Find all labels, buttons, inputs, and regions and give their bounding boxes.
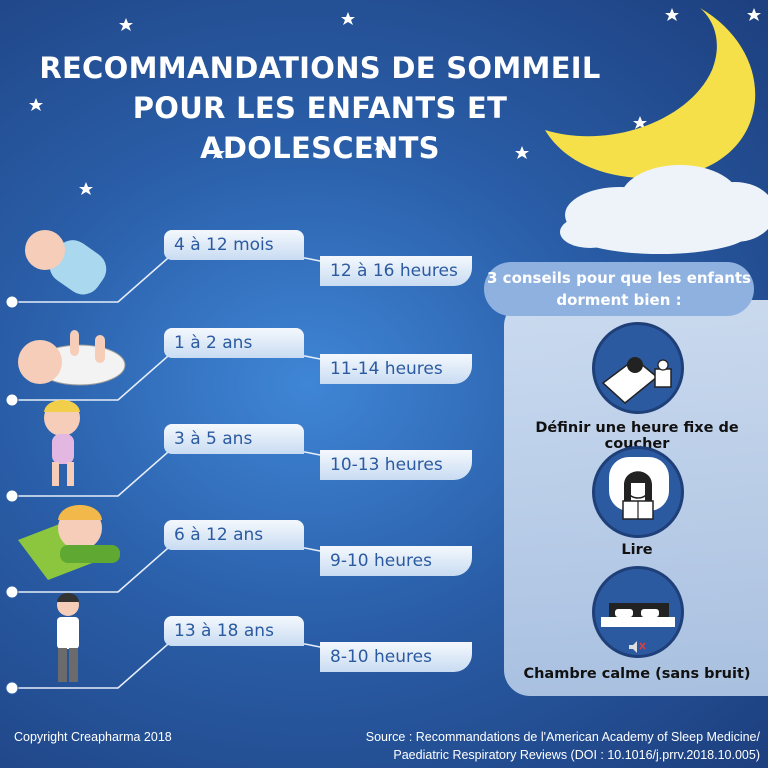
timeline-dot <box>5 681 19 695</box>
quiet-bed-graphic <box>601 603 675 653</box>
title-line-2: POUR LES ENFANTS ET ADOLESCENTS <box>132 91 508 165</box>
age-label: 6 à 12 ans <box>164 520 304 550</box>
toddler-girl-icon <box>44 400 80 486</box>
baby-lying-icon <box>18 330 126 386</box>
reading-girl-graphic <box>609 457 669 520</box>
star-icon <box>665 8 679 21</box>
timeline-dots <box>5 295 19 695</box>
hours-label: 11-14 heures <box>320 354 472 384</box>
timeline-dot <box>5 393 19 407</box>
tip-label: Chambre calme (sans bruit) <box>523 666 751 682</box>
source-text: Source : Recommandations de l'American A… <box>366 728 760 764</box>
sleeping-child-icon <box>18 505 120 580</box>
hours-label: 9-10 heures <box>320 546 472 576</box>
tips-heading: 3 conseils pour que les enfants dorment … <box>484 262 754 316</box>
star-icon <box>341 12 355 25</box>
age-label: 1 à 2 ans <box>164 328 304 358</box>
title-line-1: RECOMMANDATIONS DE SOMMEIL <box>39 51 601 85</box>
star-icon <box>29 98 43 111</box>
hours-label: 8-10 heures <box>320 642 472 672</box>
page-title: RECOMMANDATIONS DE SOMMEIL POUR LES ENFA… <box>30 48 610 168</box>
star-icon <box>747 8 761 21</box>
age-label: 13 à 18 ans <box>164 616 304 646</box>
star-icon <box>119 18 133 31</box>
hours-label: 12 à 16 heures <box>320 256 472 286</box>
tip-label: Lire <box>621 542 653 558</box>
hours-label: 10-13 heures <box>320 450 472 480</box>
star-icon <box>211 146 225 159</box>
source-line-2: Paediatric Respiratory Reviews (DOI : 10… <box>393 748 760 762</box>
copyright-text: Copyright Creapharma 2018 <box>14 730 172 744</box>
source-line-1: Source : Recommandations de l'American A… <box>365 730 760 744</box>
timeline-dot <box>5 585 19 599</box>
tips-heading-line-1: 3 conseils pour que les enfants <box>487 269 751 287</box>
star-icon <box>79 182 93 195</box>
timeline-dot <box>5 489 19 503</box>
tips-heading-line-2: dorment bien : <box>556 291 682 309</box>
star-icon <box>633 116 647 129</box>
newborn-swaddled-icon <box>25 230 107 295</box>
star-icon <box>373 138 387 151</box>
cloud-icon <box>560 165 768 254</box>
reading-girl-icon <box>592 446 684 538</box>
quiet-bed-icon <box>592 566 684 658</box>
star-icons <box>29 8 761 195</box>
crescent-moon-icon <box>545 8 756 179</box>
age-label: 4 à 12 mois <box>164 230 304 260</box>
bed-clock-icon <box>592 322 684 414</box>
star-icon <box>515 146 529 159</box>
bed-clock-graphic <box>601 357 672 404</box>
timeline-dot <box>5 295 19 309</box>
age-label: 3 à 5 ans <box>164 424 304 454</box>
teenager-icon <box>57 593 79 682</box>
